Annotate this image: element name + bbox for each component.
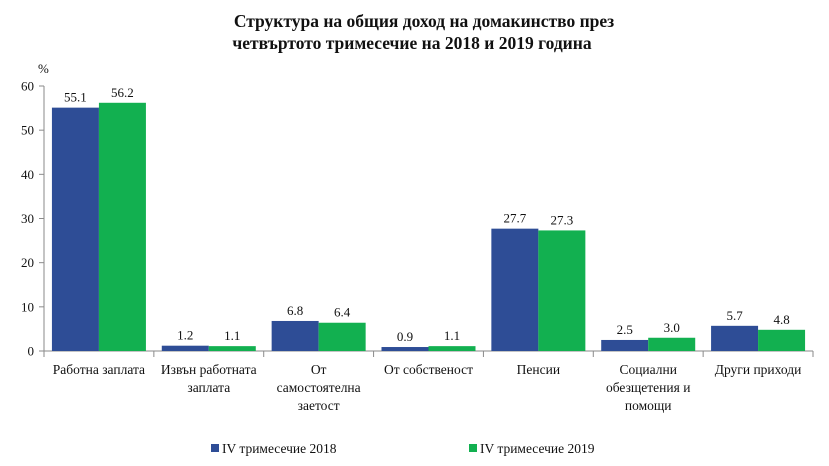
y-tick-label: 50 [21,123,34,138]
bar-2019-6 [758,329,806,351]
bar-2019-5 [648,337,696,351]
category-label: От [311,362,327,377]
data-label: 0.9 [397,329,413,344]
chart-title-line-2: четвъртото тримесечие на 2018 и 2019 год… [232,33,591,53]
bar-2018-1 [161,345,209,351]
data-label: 1.2 [177,328,193,343]
y-tick-label: 0 [28,344,35,359]
category-labels: Работна заплата Извън работната заплата От с… [53,362,802,413]
y-tick-label: 60 [21,79,34,94]
legend-swatch-2018 [211,444,219,452]
y-axis-unit-label: % [38,61,49,76]
bar-2018-3 [381,347,429,351]
data-label: 4.8 [773,312,789,327]
bar-2018-4 [491,228,539,351]
bar-2018-2 [271,320,319,351]
category-label: помощи [625,398,672,413]
legend-label-2018: IV тримесечие 2018 [222,441,337,456]
bar-2019-1 [208,346,256,351]
category-label: обезщетения и [606,380,690,395]
category-label: Работна заплата [53,362,145,377]
data-label: 27.7 [503,211,526,226]
x-axis [43,350,814,357]
data-label: 2.5 [617,322,633,337]
category-label: Пенсии [517,362,560,377]
data-label: 1.1 [444,328,460,343]
category-label: заетост [298,398,340,413]
chart-title-line-1: Структура на общия доход на домакинство … [234,11,614,31]
y-tick-label: 30 [21,211,34,226]
data-label: 55.1 [64,90,87,105]
bar-2019-3 [428,346,476,351]
data-label: 6.8 [287,303,303,318]
legend-swatch-2019 [469,444,477,452]
data-label: 1.1 [224,328,240,343]
bar-2019-0 [98,102,146,352]
data-label: 27.3 [550,212,573,227]
category-label: заплата [187,380,230,395]
category-label: самостоятелна [277,380,361,395]
bar-2019-2 [318,322,366,351]
chart-title: Структура на общия доход на домакинство … [232,11,614,53]
data-labels: 55.1 56.2 1.2 1.1 6.8 6.4 0.9 1.1 27.7 27.3 2.5 3.0… [64,85,790,344]
category-label: Социални [619,362,677,377]
bars [51,102,806,352]
bar-2018-6 [711,325,759,351]
data-label: 3.0 [664,320,680,335]
y-axis: 0 10 20 30 40 50 60 [21,79,45,359]
legend-label-2019: IV тримесечие 2019 [480,441,595,456]
data-label: 56.2 [111,85,134,100]
data-label: 6.4 [334,305,351,320]
category-label: Други приходи [715,362,802,377]
data-label: 5.7 [726,308,743,323]
category-label: От собственост [384,362,473,377]
bar-2018-5 [601,339,649,351]
y-tick-label: 40 [21,167,34,182]
bar-2019-4 [538,230,586,351]
y-tick-label: 10 [21,299,34,314]
legend: IV тримесечие 2018 IV тримесечие 2019 [211,441,595,456]
y-tick-label: 20 [21,255,34,270]
category-label: Извън работната [161,362,257,377]
bar-2018-0 [51,107,99,352]
